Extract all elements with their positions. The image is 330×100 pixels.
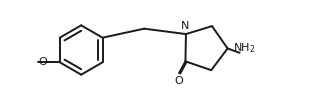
Text: NH$_2$: NH$_2$ [233,42,256,55]
Text: O: O [175,76,183,86]
Text: N: N [181,21,189,31]
Text: O: O [39,57,48,67]
